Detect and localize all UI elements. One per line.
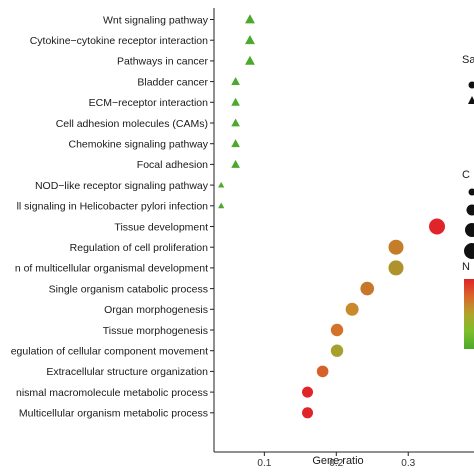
data-point-triangle — [231, 139, 240, 148]
x-tick-label: 0.3 — [401, 458, 415, 469]
y-category-label: n of multicellular organismal developmen… — [15, 263, 208, 275]
y-category-label: Chemokine signaling pathway — [69, 139, 209, 151]
y-category-label: nismal macromolecule metabolic process — [16, 387, 208, 399]
x-axis-title: Gene ratio — [312, 455, 363, 467]
y-category-label: Focal adhesion — [137, 159, 208, 171]
legend-size-circle — [465, 223, 474, 237]
data-point-circle — [316, 365, 329, 378]
y-category-label: Cytokine−cytokine receptor interaction — [30, 35, 208, 47]
y-category-label: Tissue development — [114, 221, 208, 233]
data-point-triangle — [245, 55, 255, 65]
data-point-triangle — [231, 118, 240, 127]
data-point-triangle — [218, 202, 225, 209]
legend-size-circle — [466, 204, 474, 216]
y-category-label: Extracellular structure organization — [46, 366, 208, 378]
legend-colorbar — [464, 279, 474, 349]
data-point-circle — [330, 323, 344, 337]
legend-shape-circle — [468, 81, 474, 89]
legend: Sa C N — [462, 54, 474, 349]
y-category-label: Bladder cancer — [137, 76, 208, 88]
data-point-triangle — [245, 35, 255, 45]
data-point-circle — [429, 218, 446, 235]
data-point-circle — [388, 239, 404, 255]
data-point-circle — [388, 260, 404, 276]
y-category-label: Single organism catabolic process — [49, 283, 208, 295]
legend-shape-triangle — [468, 96, 474, 104]
data-point-circle — [302, 386, 314, 398]
y-category-label: ECM−receptor interaction — [89, 97, 209, 109]
y-category-label: Multicellular organism metabolic process — [19, 408, 208, 420]
y-category-label: ll signaling in Helicobacter pylori infe… — [17, 201, 209, 213]
y-category-label: Pathways in cancer — [117, 56, 209, 68]
plot-area: 0.1 0.2 0.3 Wnt signaling pathway Cytokine−c… — [11, 8, 474, 469]
y-category-label: egulation of cellular component movement — [11, 346, 208, 358]
legend-size-circle — [464, 243, 474, 259]
data-point-circle — [330, 344, 344, 357]
data-point-triangle — [231, 159, 240, 168]
data-point-triangle — [231, 77, 240, 86]
y-category-label: Regulation of cell proliferation — [70, 242, 208, 254]
data-point-circle — [360, 281, 375, 296]
x-tick-label: 0.1 — [257, 458, 271, 469]
data-point-triangle — [218, 181, 225, 188]
legend-color-title: N — [462, 261, 470, 273]
legend-shape-title: Sa — [462, 54, 474, 66]
y-category-label: Organ morphogenesis — [104, 304, 208, 316]
y-category-label: Cell adhesion molecules (CAMs) — [56, 118, 208, 130]
data-point-triangle — [231, 97, 240, 106]
data-point-circle — [345, 302, 359, 316]
y-category-label: NOD−like receptor signaling pathway — [35, 180, 209, 192]
y-category-label: Tissue morphogenesis — [103, 325, 208, 337]
y-category-label: Wnt signaling pathway — [103, 14, 209, 26]
data-point-circle — [302, 407, 314, 419]
data-point-triangle — [245, 14, 255, 24]
x-tick-label: 0.2 — [329, 458, 343, 469]
legend-size-title: C — [462, 169, 470, 181]
legend-size-circle — [468, 188, 474, 196]
